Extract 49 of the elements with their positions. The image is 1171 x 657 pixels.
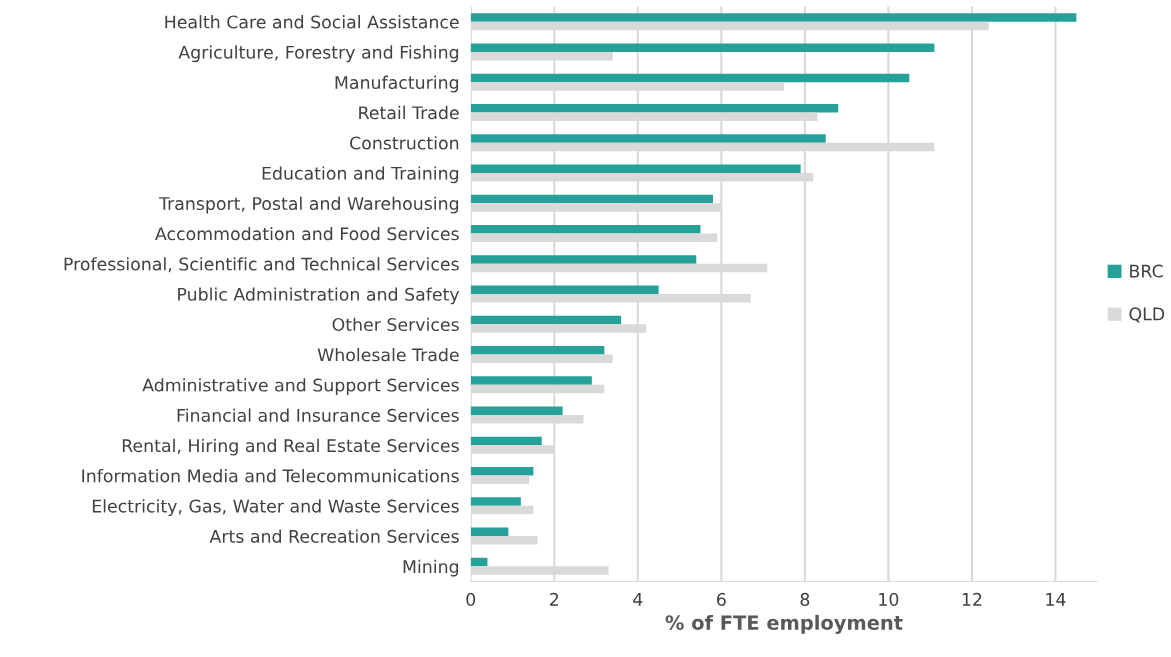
bar — [470, 255, 697, 264]
legend-label: BRC — [1130, 264, 1163, 278]
bar — [470, 194, 713, 204]
x-tick-label: 2 — [550, 592, 559, 606]
bar — [470, 13, 1077, 22]
y-tick-label: Financial and Insurance Services — [177, 408, 459, 422]
bar — [470, 376, 592, 385]
bar — [470, 315, 622, 325]
bar — [470, 467, 534, 476]
bar — [470, 104, 839, 113]
y-tick-label: Mining — [403, 559, 459, 577]
bar — [470, 225, 701, 234]
x-tick-label: 4 — [633, 593, 643, 606]
y-tick-label: Construction — [350, 136, 459, 150]
bar — [470, 346, 605, 355]
y-tick-label: Education and Training — [262, 166, 459, 184]
y-tick-label: Manufacturing — [335, 75, 459, 93]
x-tick-label: 10 — [879, 592, 899, 606]
y-tick-label: Health Care and Social Assistance — [165, 15, 459, 29]
bar — [470, 134, 826, 143]
bar — [470, 406, 563, 416]
y-tick-label: Retail Trade — [359, 105, 459, 120]
legend-label: QLD — [1129, 307, 1165, 323]
bar — [470, 527, 509, 537]
x-tick-label: 0 — [466, 592, 476, 606]
bar — [470, 73, 910, 83]
y-tick-label: Agriculture, Forestry and Fishing — [178, 45, 459, 63]
x-tick-label: 12 — [962, 592, 982, 606]
y-tick-label: Accommodation and Food Services — [155, 226, 459, 241]
y-tick-label: Rental, Hiring and Real Estate Services — [122, 438, 459, 456]
y-tick-label: Information Media and Telecommunications — [82, 468, 459, 483]
y-tick-label: Wholesale Trade — [317, 347, 459, 362]
y-tick-label: Arts and Recreation Services — [209, 529, 459, 543]
x-tick-label: 14 — [1046, 593, 1066, 606]
bar — [470, 43, 935, 52]
x-tick-label: 6 — [717, 592, 726, 606]
bar — [470, 436, 542, 446]
y-tick-label: Electricity, Gas, Water and Waste Services — [92, 499, 459, 517]
x-tick-label: 8 — [800, 592, 810, 606]
x-axis-title: % of FTE employment — [665, 614, 903, 634]
bar — [470, 557, 488, 567]
y-tick-label: Administrative and Support Services — [142, 378, 459, 395]
bar — [470, 164, 801, 173]
bar — [470, 497, 521, 506]
y-tick-label: Public Administration and Safety — [178, 287, 460, 305]
y-tick-label: Professional, Scientific and Technical Services — [64, 257, 459, 273]
y-tick-label: Transport, Postal and Warehousing — [158, 196, 459, 214]
y-tick-label: Other Services — [332, 317, 459, 332]
bar — [470, 285, 659, 295]
